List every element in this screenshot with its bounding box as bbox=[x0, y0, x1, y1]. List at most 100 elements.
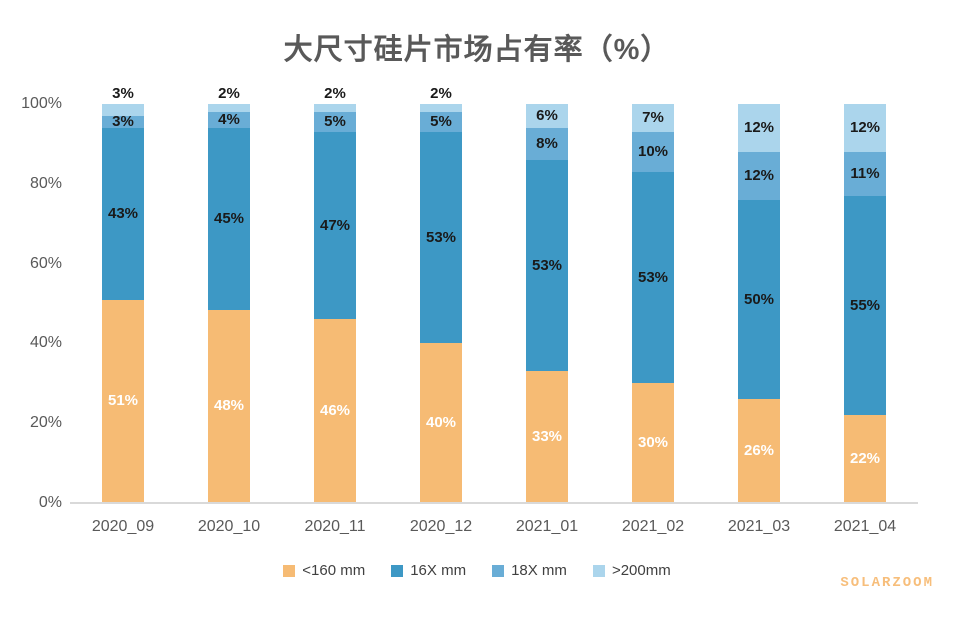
legend-label: >200mm bbox=[611, 562, 671, 579]
data-label: 53% bbox=[531, 256, 563, 274]
x-tick-label: 2021_04 bbox=[833, 518, 897, 535]
data-label: 10% bbox=[637, 142, 669, 160]
bar-segment: 22% bbox=[844, 415, 886, 503]
bar-segment: 12% bbox=[844, 104, 886, 152]
y-tick-label: 0% bbox=[38, 494, 62, 511]
bar-segment: 4% bbox=[208, 111, 250, 129]
legend: <160 mm 16X mm 18X mm >200mm bbox=[0, 562, 954, 579]
data-label: 45% bbox=[213, 209, 245, 227]
stacked-bar: 30% 53% 10% 7% bbox=[632, 104, 674, 503]
data-label: 40% bbox=[425, 414, 457, 432]
bar-segment: 30% bbox=[632, 383, 674, 503]
y-tick-label: 40% bbox=[29, 334, 62, 352]
stacked-bar: 48% 45% 4% 2% bbox=[208, 85, 250, 503]
y-tick-label: 60% bbox=[29, 254, 62, 272]
data-label-outside: 2% bbox=[324, 85, 346, 102]
y-tick-label: 20% bbox=[29, 414, 62, 432]
bar-column: 48% 45% 4% 2% bbox=[176, 85, 282, 503]
data-label: 47% bbox=[319, 216, 351, 234]
bar-segment: 51% bbox=[102, 299, 144, 503]
legend-item: <160 mm bbox=[283, 562, 365, 579]
bar-segment: 6% bbox=[526, 104, 568, 128]
data-label: 3% bbox=[112, 112, 134, 130]
stacked-bar: 51% 43% 3% 3% bbox=[102, 85, 144, 503]
data-label-outside: 2% bbox=[218, 85, 240, 102]
bar-segment bbox=[314, 104, 356, 112]
legend-label: 18X mm bbox=[511, 562, 567, 579]
bar-segment: 40% bbox=[420, 343, 462, 503]
bar-column: 46% 47% 5% 2% bbox=[282, 85, 388, 503]
bar-segment: 33% bbox=[526, 371, 568, 503]
data-label-outside: 2% bbox=[430, 85, 452, 102]
data-label: 26% bbox=[743, 442, 775, 460]
legend-item: 16X mm bbox=[391, 562, 466, 579]
stacked-bar: 33% 53% 8% 6% bbox=[526, 104, 568, 503]
stacked-bar: 26% 50% 12% 12% bbox=[738, 104, 780, 503]
data-label: 6% bbox=[536, 106, 558, 124]
bar-segment: 7% bbox=[632, 104, 674, 132]
x-tick-label: 2020_10 bbox=[197, 518, 261, 535]
legend-swatch-icon bbox=[592, 564, 605, 577]
legend-swatch-icon bbox=[391, 564, 404, 577]
data-label: 53% bbox=[425, 228, 457, 246]
bar-segment: 53% bbox=[632, 171, 674, 384]
bar-segment: 46% bbox=[314, 319, 356, 503]
data-label: 4% bbox=[218, 111, 240, 129]
y-tick-label: 80% bbox=[29, 174, 62, 192]
bar-segment: 8% bbox=[526, 127, 568, 160]
bar-segment bbox=[102, 104, 144, 116]
watermark: SOLARZOOM bbox=[840, 575, 934, 591]
bar-segment: 48% bbox=[208, 309, 250, 503]
bar-column: 40% 53% 5% 2% bbox=[388, 85, 494, 503]
stacked-bar: 40% 53% 5% 2% bbox=[420, 85, 462, 503]
bar-segment: 12% bbox=[738, 104, 780, 152]
data-label: 43% bbox=[107, 204, 139, 222]
data-label: 7% bbox=[642, 108, 664, 126]
legend-swatch-icon bbox=[283, 564, 296, 577]
y-tick-label: 100% bbox=[21, 95, 62, 112]
bar-segment: 5% bbox=[420, 112, 462, 132]
bar-segment bbox=[420, 104, 462, 112]
data-label: 5% bbox=[324, 112, 346, 130]
legend-item: 18X mm bbox=[492, 562, 567, 579]
data-label: 12% bbox=[743, 118, 775, 136]
x-tick-label: 2020_09 bbox=[91, 518, 155, 535]
data-label: 33% bbox=[531, 428, 563, 446]
data-label: 8% bbox=[536, 134, 558, 152]
stacked-bar: 46% 47% 5% 2% bbox=[314, 85, 356, 503]
x-tick-label: 2020_11 bbox=[304, 518, 366, 535]
bar-segment: 12% bbox=[738, 151, 780, 200]
x-tick-label: 2020_12 bbox=[409, 518, 473, 535]
data-label: 12% bbox=[743, 166, 775, 184]
bar-column: 30% 53% 10% 7% bbox=[600, 104, 706, 503]
data-label-outside: 3% bbox=[112, 85, 134, 102]
data-label: 22% bbox=[849, 450, 881, 468]
bar-segment bbox=[208, 104, 250, 113]
bar-segment: 53% bbox=[420, 131, 462, 344]
data-label: 46% bbox=[319, 402, 351, 420]
data-label: 55% bbox=[849, 296, 881, 314]
x-axis-line bbox=[70, 502, 918, 504]
x-axis-labels: 2020_09 2020_10 2020_11 2020_12 2021_01 2021_… bbox=[70, 518, 918, 538]
data-label: 11% bbox=[850, 164, 880, 182]
chart-title: 大尺寸硅片市场占有率（%） bbox=[283, 34, 671, 66]
legend-label: <160 mm bbox=[302, 562, 366, 579]
bar-segment: 45% bbox=[208, 128, 250, 310]
legend-label: 16X mm bbox=[410, 562, 467, 579]
legend-swatch-icon bbox=[492, 564, 505, 577]
x-tick-label: 2021_01 bbox=[515, 518, 579, 535]
x-tick-label: 2021_02 bbox=[621, 518, 685, 535]
bar-column: 26% 50% 12% 12% bbox=[706, 104, 812, 503]
data-label: 50% bbox=[743, 290, 775, 308]
data-label: 12% bbox=[849, 118, 881, 136]
data-label: 30% bbox=[637, 434, 669, 452]
bar-segment: 55% bbox=[844, 195, 886, 416]
bar-segment: 5% bbox=[314, 112, 356, 132]
legend-item: >200mm bbox=[592, 562, 671, 579]
bar-segment: 3% bbox=[102, 113, 144, 130]
data-label: 5% bbox=[430, 112, 452, 130]
bar-column: 51% 43% 3% 3% bbox=[70, 85, 176, 503]
bar-segment: 53% bbox=[526, 159, 568, 372]
data-label: 51% bbox=[107, 392, 139, 410]
